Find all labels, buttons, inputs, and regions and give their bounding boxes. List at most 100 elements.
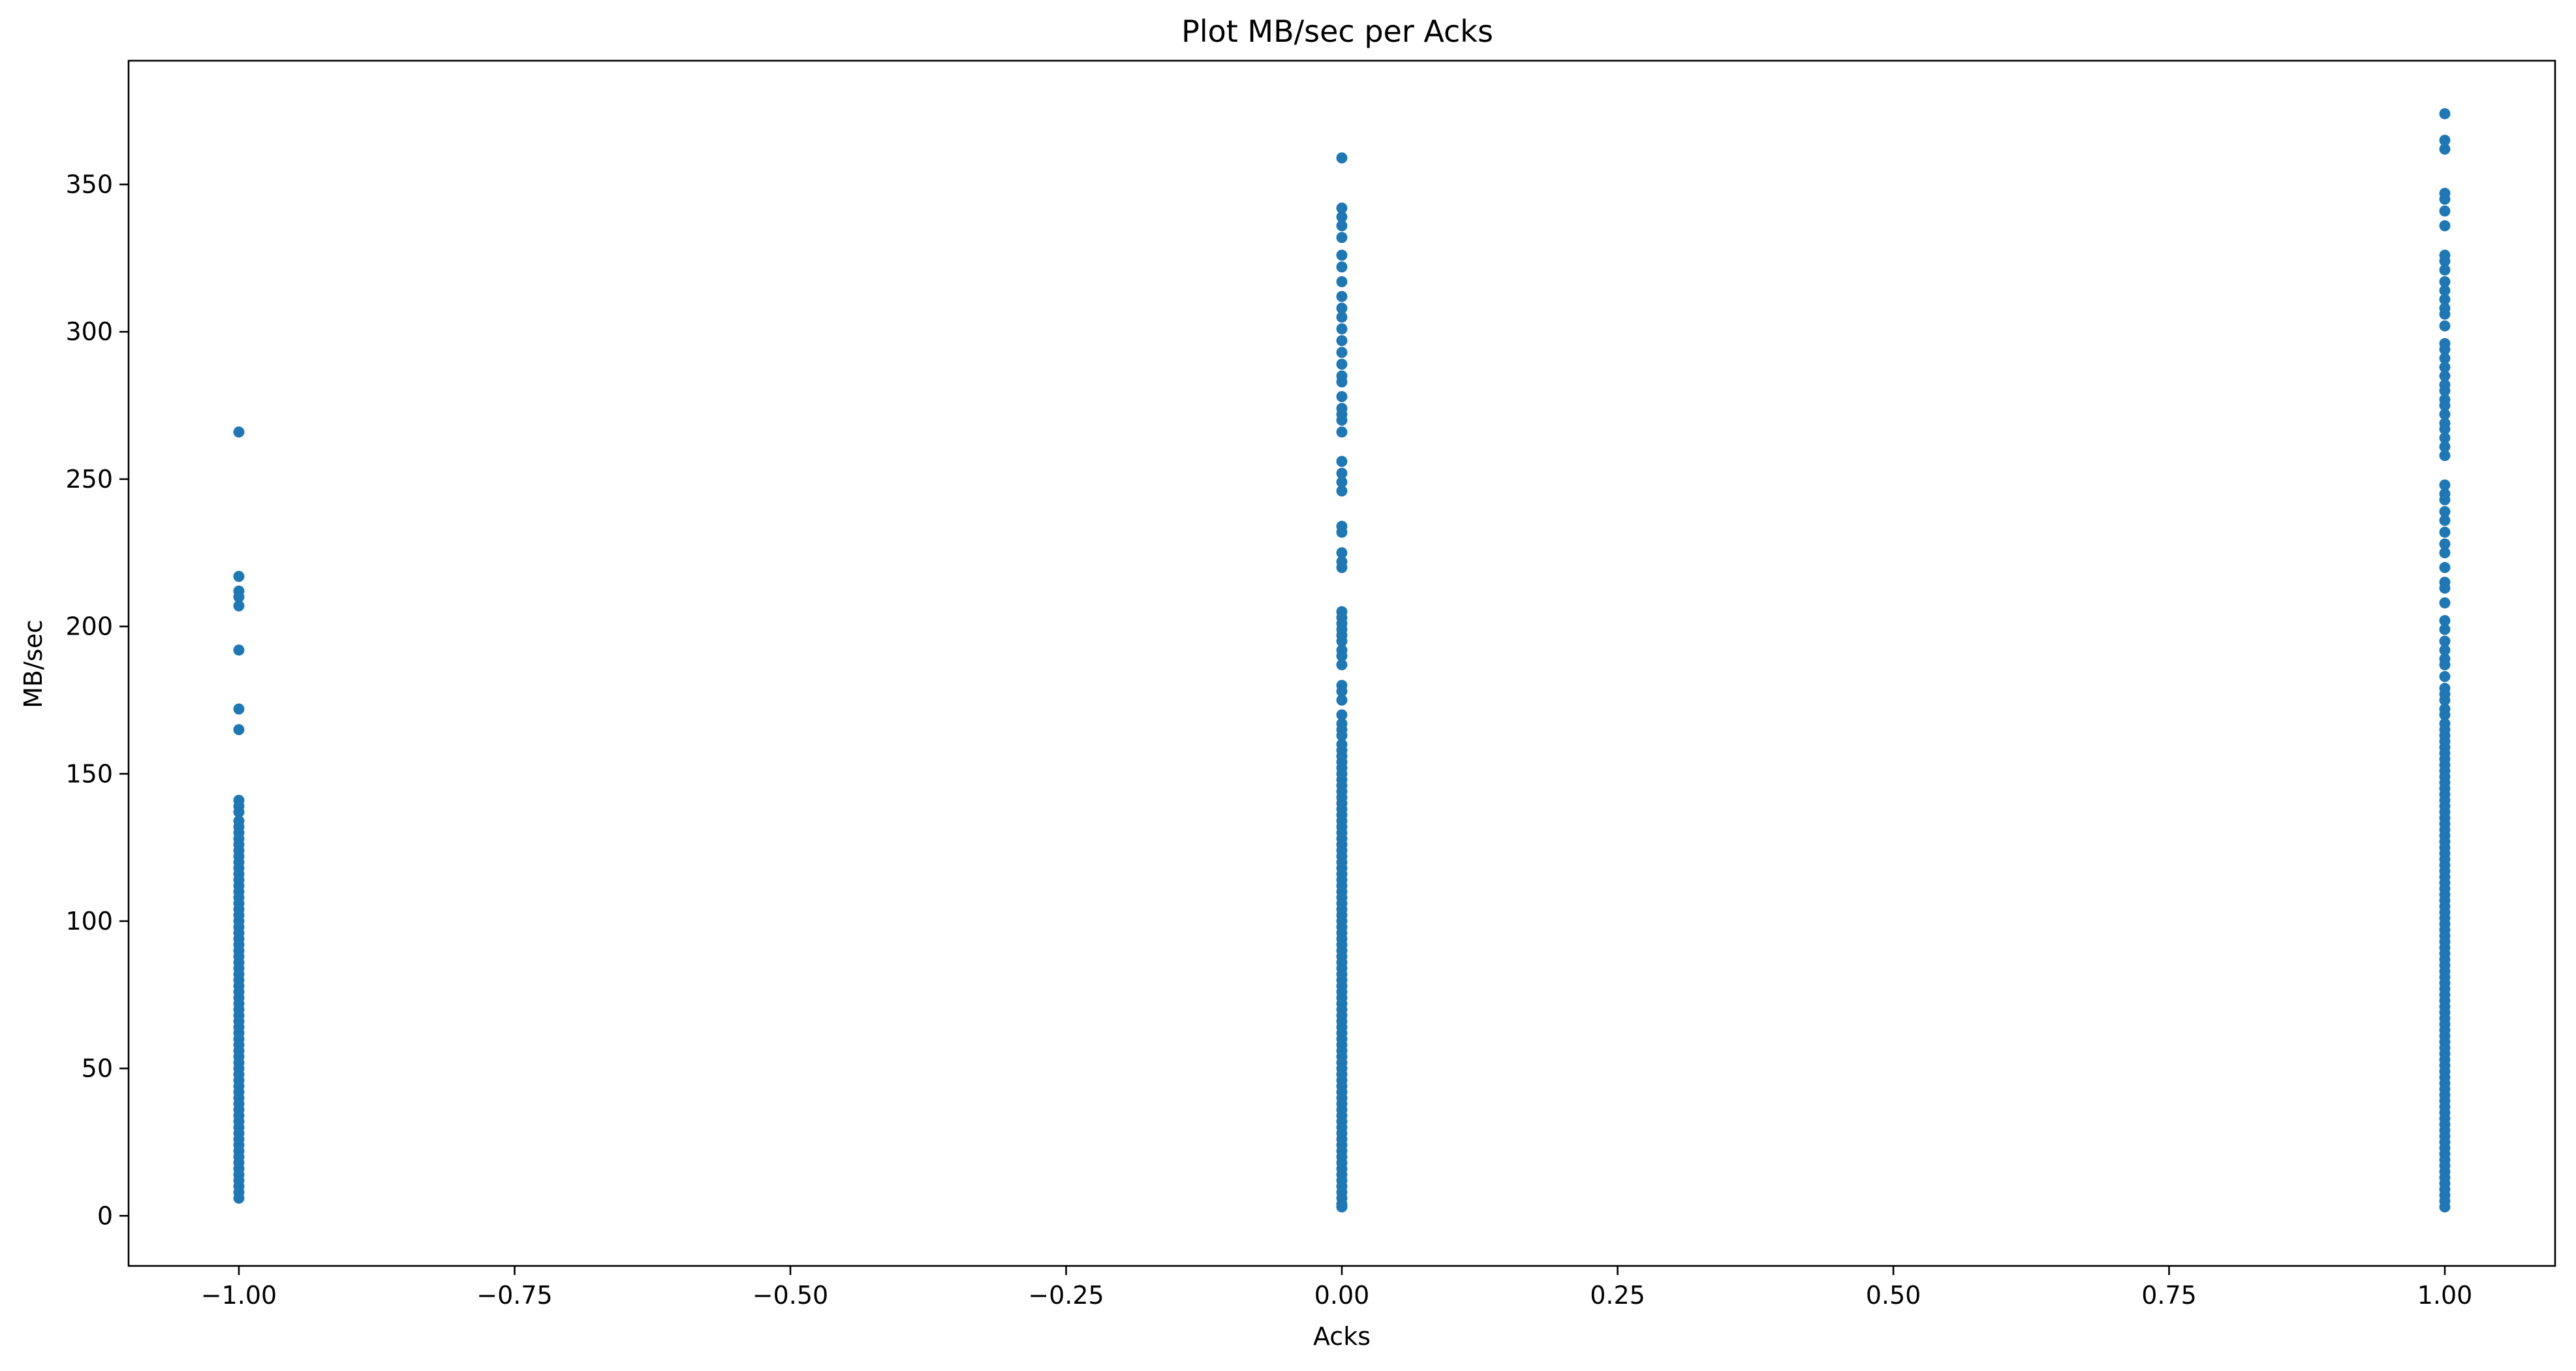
data-point <box>1336 302 1348 314</box>
data-point <box>2439 353 2451 364</box>
x-tick-label: 0.00 <box>1314 1281 1370 1310</box>
data-point <box>1336 276 1348 287</box>
data-point <box>2439 343 2451 355</box>
data-point <box>1336 220 1348 232</box>
data-point <box>2439 623 2451 635</box>
y-tick-label: 200 <box>65 612 113 641</box>
data-point <box>2439 423 2451 435</box>
data-point <box>1336 347 1348 358</box>
data-point <box>233 724 245 736</box>
data-point <box>1336 211 1348 223</box>
data-point <box>1336 730 1348 742</box>
data-point <box>1336 659 1348 670</box>
data-point <box>2439 597 2451 608</box>
data-point <box>2439 582 2451 594</box>
data-point <box>2439 644 2451 656</box>
data-point <box>1336 709 1348 721</box>
data-point <box>2439 709 2451 721</box>
data-point <box>1336 323 1348 335</box>
data-point <box>1336 232 1348 244</box>
data-point <box>1336 685 1348 697</box>
y-tick-label: 250 <box>65 465 113 494</box>
data-point <box>2439 370 2451 382</box>
data-point <box>2439 615 2451 627</box>
data-points <box>233 108 2451 1213</box>
data-point <box>233 591 245 603</box>
data-point <box>1336 650 1348 662</box>
data-point <box>233 703 245 715</box>
data-point <box>1336 261 1348 273</box>
data-point <box>1336 526 1348 538</box>
y-tick-label: 150 <box>65 759 113 788</box>
data-point <box>2439 143 2451 155</box>
data-point <box>2439 308 2451 320</box>
data-point <box>1336 547 1348 559</box>
y-tick-label: 100 <box>65 907 113 936</box>
y-tick-label: 300 <box>65 317 113 346</box>
data-point <box>2439 1201 2451 1213</box>
data-point <box>2439 547 2451 559</box>
data-point <box>2439 361 2451 373</box>
data-point <box>2439 255 2451 267</box>
data-point <box>1336 376 1348 388</box>
data-point <box>2439 670 2451 682</box>
data-point <box>1336 249 1348 261</box>
data-point <box>2439 432 2451 444</box>
x-axis-label: Acks <box>1313 1322 1371 1351</box>
data-point <box>233 571 245 582</box>
data-point <box>2439 506 2451 518</box>
data-point <box>2439 285 2451 296</box>
data-point <box>1336 1201 1348 1213</box>
data-point <box>2439 320 2451 332</box>
data-point <box>1336 335 1348 347</box>
x-tick-label: 0.50 <box>1866 1281 1921 1310</box>
data-point <box>233 806 245 818</box>
x-tick-label: −0.25 <box>1028 1281 1104 1310</box>
data-point <box>2439 441 2451 452</box>
x-tick-label: −1.00 <box>201 1281 277 1310</box>
data-point <box>233 1192 245 1204</box>
y-tick-label: 0 <box>97 1201 113 1230</box>
data-point <box>2439 134 2451 146</box>
data-point <box>233 600 245 612</box>
data-point <box>2439 220 2451 232</box>
data-point <box>1336 358 1348 370</box>
data-point <box>1336 415 1348 426</box>
x-tick-label: −0.75 <box>476 1281 552 1310</box>
x-tick-label: 0.25 <box>1590 1281 1645 1310</box>
data-point <box>2439 635 2451 647</box>
data-point <box>1336 561 1348 573</box>
x-tick-label: 1.00 <box>2417 1281 2473 1310</box>
data-point <box>2439 108 2451 119</box>
data-point <box>2439 538 2451 550</box>
data-point <box>1336 391 1348 402</box>
y-axis-ticks: 0 50 100 150 200 250 300 350 <box>65 170 129 1230</box>
x-tick-label: −0.50 <box>753 1281 828 1310</box>
data-point <box>1336 476 1348 488</box>
data-point <box>1336 426 1348 438</box>
data-point <box>2439 494 2451 505</box>
data-point <box>1336 202 1348 214</box>
data-point <box>2439 479 2451 491</box>
x-tick-label: 0.75 <box>2141 1281 2197 1310</box>
data-point <box>2439 385 2451 396</box>
data-point <box>1336 152 1348 164</box>
data-point <box>2439 400 2451 411</box>
data-point <box>2439 409 2451 420</box>
data-point <box>2439 659 2451 670</box>
data-point <box>1336 291 1348 302</box>
data-point <box>233 644 245 656</box>
y-tick-label: 350 <box>65 170 113 199</box>
data-point <box>233 426 245 438</box>
data-point <box>2439 561 2451 573</box>
x-axis-ticks: −1.00 −0.75 −0.50 −0.25 0.00 0.25 0.50 0.75 1.00 <box>201 1266 2473 1310</box>
data-point <box>2439 193 2451 205</box>
data-point <box>1336 467 1348 479</box>
data-point <box>2439 264 2451 276</box>
data-point <box>1336 694 1348 706</box>
data-point <box>2439 514 2451 526</box>
data-point <box>2439 450 2451 462</box>
data-point <box>2439 526 2451 538</box>
